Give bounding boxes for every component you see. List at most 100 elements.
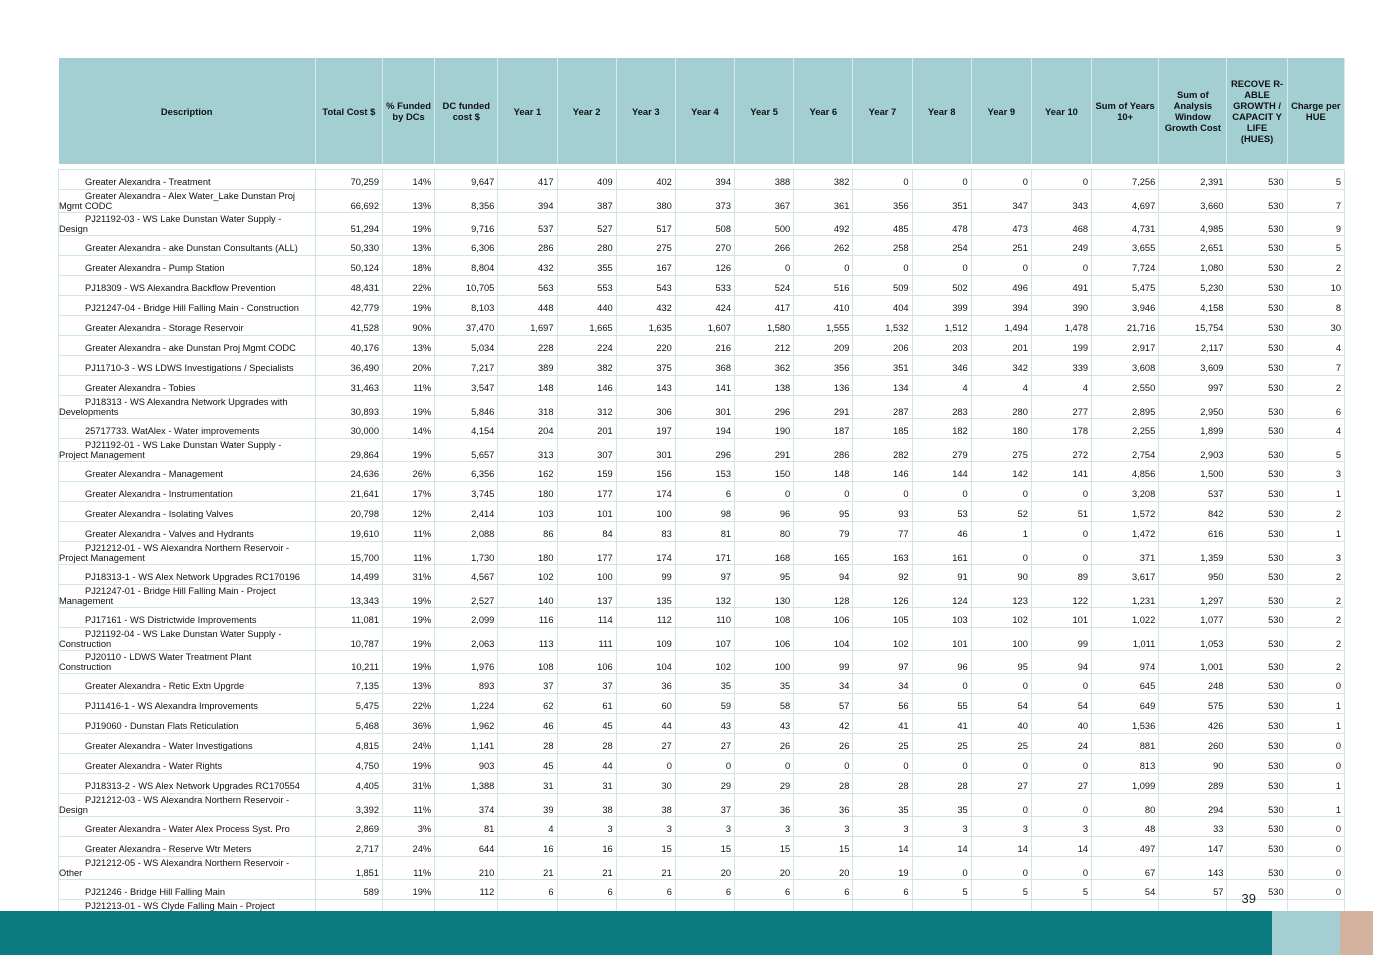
- value-cell: 318: [497, 395, 558, 419]
- value-cell: 0: [1286, 816, 1346, 837]
- value-cell: 0: [970, 673, 1032, 694]
- description-line: PJ18313 - WS Alexandra Network Upgrades …: [85, 397, 288, 407]
- value-cell: 355: [556, 255, 617, 276]
- value-cell: 1: [1286, 773, 1346, 794]
- value-cell: 530: [1226, 650, 1288, 674]
- value-cell: 109: [615, 627, 676, 651]
- value-cell: 404: [852, 295, 913, 316]
- value-cell: 390: [1030, 295, 1093, 316]
- value-cell: 0: [970, 541, 1032, 565]
- value-cell: 220: [615, 335, 676, 356]
- description-line: PJ21212-05 - WS Alexandra Northern Reser…: [85, 858, 290, 868]
- value-cell: 14: [852, 836, 913, 857]
- value-cell: 2: [1286, 584, 1346, 608]
- value-cell: 42: [793, 713, 854, 734]
- value-cell: 54: [1091, 879, 1160, 900]
- value-cell: 388: [734, 169, 795, 190]
- value-cell: 147: [1158, 836, 1228, 857]
- value-cell: 3,946: [1091, 295, 1160, 316]
- value-cell: 10: [1286, 275, 1346, 296]
- value-cell: 296: [674, 438, 736, 462]
- value-cell: 4,750: [314, 753, 384, 774]
- value-cell: 0: [852, 753, 913, 774]
- value-cell: 95: [793, 501, 854, 522]
- description-line: PJ18313-1 - WS Alex Network Upgrades RC1…: [85, 572, 300, 582]
- value-cell: 168: [734, 541, 795, 565]
- value-cell: 37,470: [434, 315, 499, 336]
- table-row: Greater Alexandra - Pump Station 50,124 18…: [58, 255, 1346, 276]
- value-cell: 530: [1226, 816, 1288, 837]
- value-cell: 262: [793, 235, 854, 256]
- value-cell: 42,779: [314, 295, 384, 316]
- value-cell: 40,176: [314, 335, 384, 356]
- value-cell: 3: [852, 816, 913, 837]
- value-cell: 1: [1286, 793, 1346, 817]
- value-cell: 11%: [381, 856, 436, 880]
- value-cell: 0: [911, 481, 972, 502]
- value-cell: 3: [911, 816, 972, 837]
- value-cell: 3,609: [1158, 355, 1228, 376]
- value-cell: 21: [615, 856, 676, 880]
- description-line: Greater Alexandra - Reserve Wtr Meters: [85, 844, 252, 854]
- table-row: Greater Alexandra - Water Investigations…: [58, 733, 1346, 754]
- value-cell: 19%: [381, 607, 436, 628]
- value-cell: 1,494: [970, 315, 1032, 336]
- value-cell: 417: [497, 169, 558, 190]
- value-cell: 530: [1226, 461, 1288, 482]
- value-cell: 2: [1286, 627, 1346, 651]
- value-cell: 530: [1226, 255, 1288, 276]
- value-cell: 3,608: [1091, 355, 1160, 376]
- value-cell: 102: [970, 607, 1032, 628]
- value-cell: 134: [852, 375, 913, 396]
- value-cell: 275: [970, 438, 1032, 462]
- description-line: PJ11710-3 - WS LDWS Investigations / Spe…: [85, 363, 294, 373]
- value-cell: 96: [911, 650, 972, 674]
- value-cell: 10,211: [314, 650, 384, 674]
- column-header: DC funded cost $: [434, 58, 499, 164]
- description-line: Project Management: [59, 553, 145, 563]
- value-cell: 141: [674, 375, 736, 396]
- value-cell: 44: [556, 753, 617, 774]
- table-row: PJ18313 - WS Alexandra Network Upgrades …: [58, 395, 1346, 419]
- value-cell: 1,022: [1091, 607, 1160, 628]
- value-cell: 530: [1226, 541, 1288, 565]
- value-cell: 0: [1286, 673, 1346, 694]
- value-cell: 997: [1158, 375, 1228, 396]
- table-row: PJ18309 - WS Alexandra Backflow Preventi…: [58, 275, 1346, 296]
- value-cell: 104: [615, 650, 676, 674]
- description-cell: PJ20110 - LDWS Water Treatment Plant Cons…: [58, 650, 316, 674]
- value-cell: 389: [497, 355, 558, 376]
- value-cell: 3: [674, 816, 736, 837]
- value-cell: 185: [852, 418, 913, 439]
- value-cell: 0: [793, 255, 854, 276]
- value-cell: 1,536: [1091, 713, 1160, 734]
- description-cell: Greater Alexandra - Storage Reservoir: [58, 315, 316, 336]
- value-cell: 508: [674, 212, 736, 236]
- value-cell: 5,034: [434, 335, 499, 356]
- value-cell: 27: [615, 733, 676, 754]
- value-cell: 35: [852, 793, 913, 817]
- value-cell: 46: [911, 521, 972, 542]
- value-cell: 105: [852, 607, 913, 628]
- value-cell: 6,356: [434, 461, 499, 482]
- value-cell: 502: [911, 275, 972, 296]
- value-cell: 3,208: [1091, 481, 1160, 502]
- value-cell: 60: [615, 693, 676, 714]
- value-cell: 100: [556, 564, 617, 585]
- value-cell: 432: [615, 295, 676, 316]
- value-cell: 162: [497, 461, 558, 482]
- description-cell: PJ21247-04 - Bridge Hill Falling Main - …: [58, 295, 316, 316]
- value-cell: 0: [1030, 541, 1093, 565]
- description-cell: 25717733. WatAlex - Water improvements: [58, 418, 316, 439]
- value-cell: 0: [1030, 856, 1093, 880]
- value-cell: 2,717: [314, 836, 384, 857]
- value-cell: 123: [970, 584, 1032, 608]
- value-cell: 50,330: [314, 235, 384, 256]
- description-line: Developments: [59, 407, 119, 417]
- value-cell: 426: [1158, 713, 1228, 734]
- value-cell: 3%: [381, 816, 436, 837]
- value-cell: 373: [674, 189, 736, 213]
- value-cell: 111: [556, 627, 617, 651]
- value-cell: 6: [1286, 395, 1346, 419]
- value-cell: 0: [1030, 793, 1093, 817]
